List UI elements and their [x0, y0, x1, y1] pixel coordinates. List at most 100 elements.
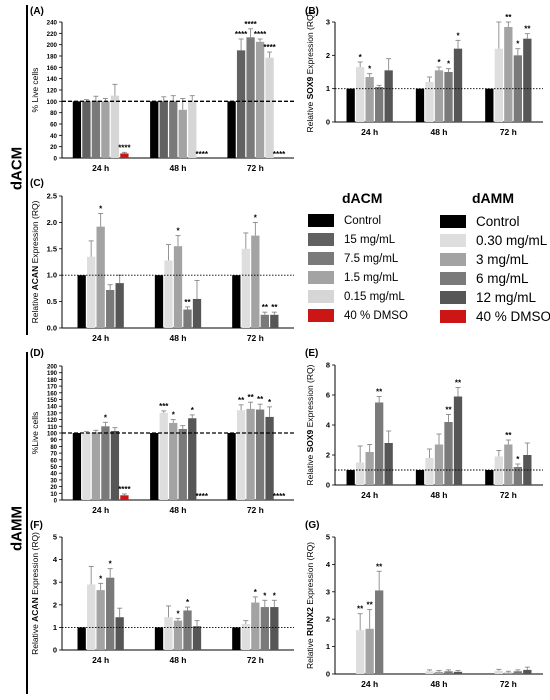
- bar: [227, 433, 236, 500]
- bar: [504, 27, 513, 122]
- panel-label: (F): [30, 520, 43, 531]
- x-tick-label: 48 h: [430, 679, 447, 689]
- bar: [96, 226, 105, 328]
- bar: [154, 275, 164, 328]
- bar: [183, 309, 192, 328]
- bar: [494, 48, 503, 122]
- legend-label: 7.5 mg/mL: [344, 252, 399, 265]
- x-tick-label: 72 h: [247, 333, 264, 343]
- bar: [504, 444, 513, 485]
- bar: [91, 432, 101, 500]
- bar: [425, 82, 434, 122]
- significance-label: *: [273, 591, 277, 600]
- bar: [82, 101, 91, 158]
- significance-label: **: [445, 406, 452, 415]
- y-tick-label: 0: [54, 499, 58, 505]
- significance-label: *: [456, 31, 460, 40]
- bar: [106, 577, 115, 650]
- bar: [453, 671, 463, 674]
- bar: [365, 628, 374, 674]
- bar: [485, 470, 494, 485]
- y-tick-label: 180: [47, 54, 58, 61]
- legend-swatch: [308, 252, 334, 265]
- x-tick-label: 72 h: [500, 679, 517, 689]
- bar: [236, 410, 246, 500]
- legend-label: 0.30 mg/mL: [476, 233, 548, 248]
- bar: [159, 412, 168, 500]
- legend-item: 12 mg/mL: [440, 290, 536, 305]
- significance-label: **: [505, 13, 512, 22]
- chart-panel-f: (F) 0 1 2 3 4 5 Relative ACAN Expression (RQ) * *…: [30, 520, 294, 665]
- legend-title-damm: dAMM: [472, 190, 514, 206]
- x-tick-label: 24 h: [361, 679, 378, 689]
- bar: [96, 590, 105, 650]
- y-tick-label: 10: [50, 492, 57, 498]
- y-tick-label: 50: [50, 465, 57, 471]
- bar: [251, 235, 260, 328]
- bar: [346, 88, 355, 122]
- legend-swatch: [308, 290, 334, 303]
- significance-label: ****: [244, 20, 257, 29]
- bar: [232, 275, 241, 328]
- y-tick-label: 3: [326, 18, 330, 27]
- significance-label: *: [109, 560, 113, 569]
- significance-label: *: [191, 406, 195, 415]
- x-tick-label: 24 h: [92, 505, 109, 515]
- significance-label: **: [357, 605, 364, 614]
- significance-label: *: [176, 227, 180, 236]
- bar: [425, 671, 434, 674]
- chart-panel-e: (E) 0 2 4 6 8 Relative SOX9 Expression (RQ) ** 2…: [305, 348, 543, 500]
- chart-panel-g: (G) 0 1 2 3 4 5 Relative RUNX2 Expression (RQ) *…: [305, 520, 543, 689]
- bar: [384, 70, 393, 122]
- bar: [444, 422, 453, 485]
- significance-label: **: [257, 395, 264, 404]
- bar: [77, 627, 86, 650]
- significance-label: *: [437, 58, 441, 67]
- bar: [260, 607, 269, 650]
- legend-swatch: [440, 272, 466, 285]
- bar: [425, 458, 434, 485]
- bar: [120, 153, 129, 158]
- bar: [115, 283, 124, 328]
- legend-title-dacm: dACM: [342, 190, 383, 206]
- y-axis-label: %Live cells: [30, 412, 40, 455]
- bar: [356, 67, 365, 122]
- y-tick-label: 0: [53, 646, 57, 655]
- significance-label: *: [254, 588, 258, 597]
- bar: [365, 452, 374, 485]
- bar: [494, 456, 503, 485]
- y-tick-label: 1.5: [47, 244, 57, 253]
- y-tick-label: 80: [50, 110, 57, 117]
- bar: [101, 426, 110, 500]
- y-tick-label: 0.0: [47, 324, 57, 333]
- y-tick-label: 0.5: [47, 297, 57, 306]
- legend-label: 12 mg/mL: [476, 290, 537, 305]
- y-tick-label: 100: [47, 99, 58, 106]
- bar: [356, 630, 365, 674]
- chart-panel-c: (C) 0.0 0.5 1.0 1.5 2.0 2.5 Relative ACAN Expre…: [30, 178, 294, 343]
- bar: [365, 77, 374, 122]
- y-tick-label: 3: [53, 578, 57, 587]
- y-tick-label: 2.5: [47, 192, 57, 201]
- y-tick-label: 5: [326, 533, 330, 542]
- bar: [504, 672, 513, 674]
- bar: [150, 101, 159, 158]
- y-tick-label: 0: [326, 481, 330, 490]
- significance-label: ****: [196, 150, 209, 159]
- side-label-damm: dAMM: [8, 506, 26, 551]
- y-axis-label: Relative ACAN Expression (RQ): [30, 200, 40, 323]
- bar: [255, 41, 265, 159]
- y-tick-label: 0: [326, 670, 330, 679]
- x-tick-label: 24 h: [361, 490, 378, 500]
- y-tick-label: 4: [326, 560, 331, 569]
- bar: [513, 671, 522, 674]
- legend-label: Control: [344, 214, 382, 227]
- legend-item: 0.30 mg/mL: [440, 233, 547, 248]
- significance-label: **: [238, 396, 245, 405]
- bar: [434, 444, 444, 485]
- significance-label: *: [172, 411, 176, 420]
- y-axis-label: Relative ACAN Expression (RQ): [30, 532, 40, 655]
- y-axis-label: Relative SOX9 Expression (RQ): [305, 364, 315, 485]
- y-tick-label: 180: [47, 378, 58, 384]
